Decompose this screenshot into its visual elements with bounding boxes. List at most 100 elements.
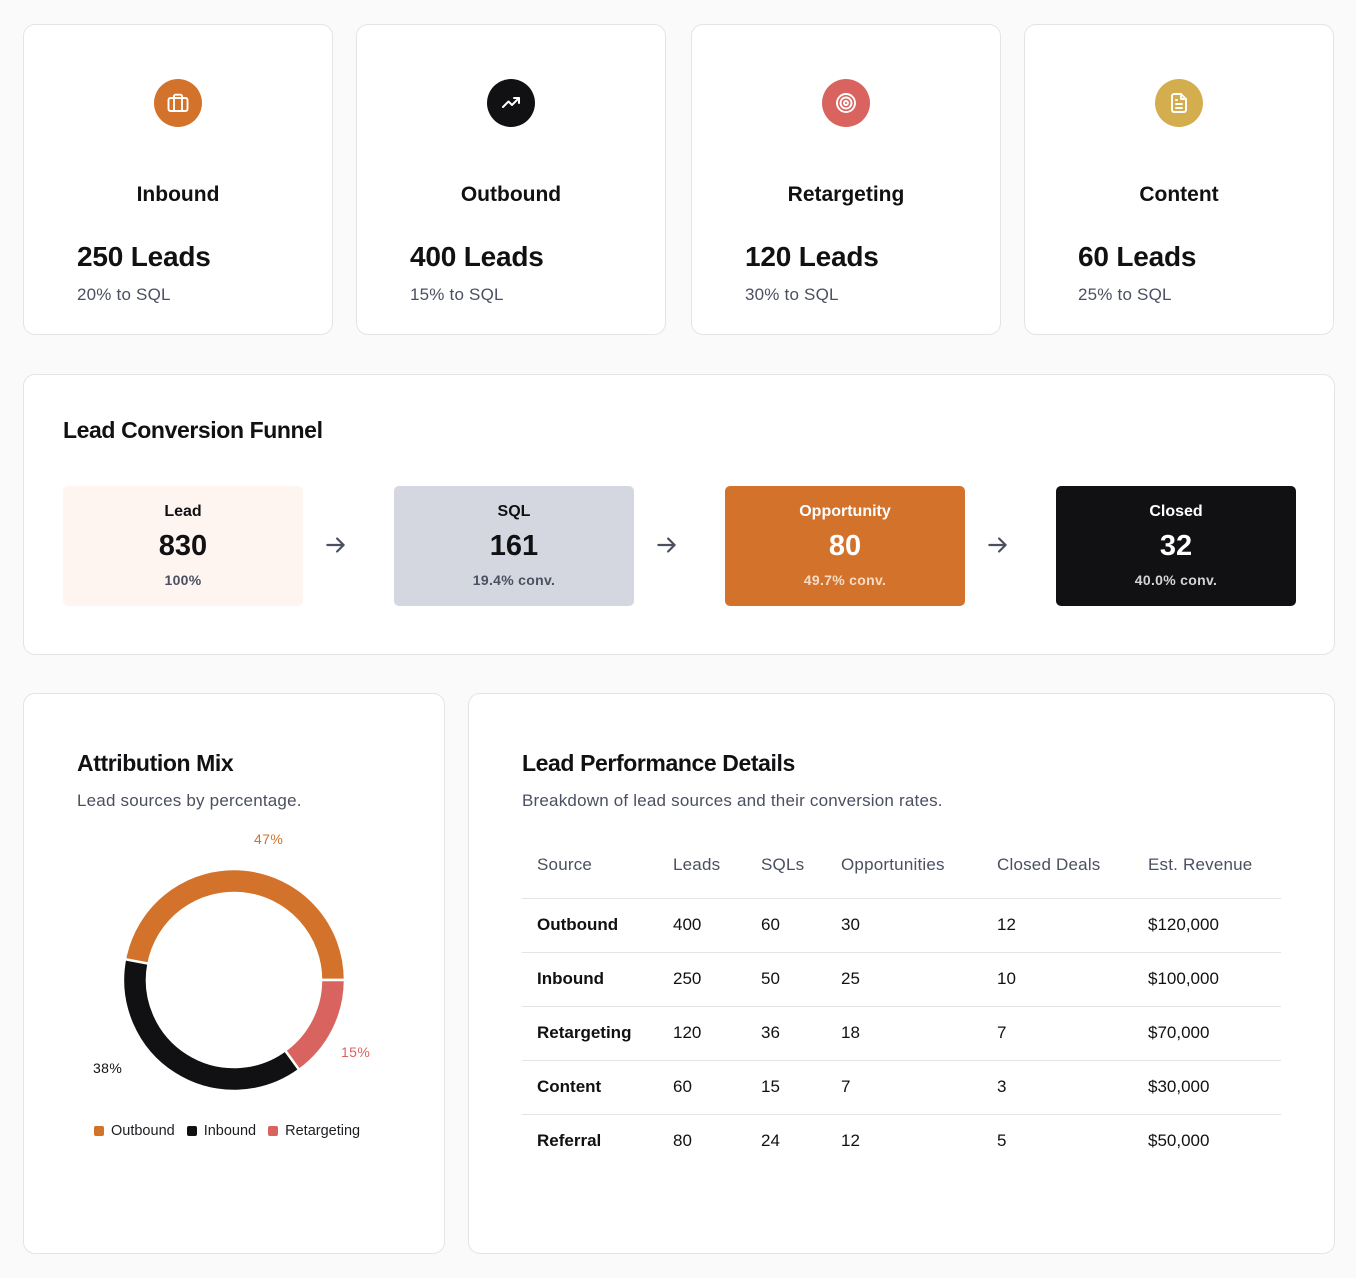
stat-sub: 15% to SQL (410, 285, 504, 304)
pct-label-retargeting: 15% (341, 1044, 371, 1060)
cell-sqls: 36 (746, 1006, 826, 1061)
stat-card-content: Content 60 Leads 25% to SQL (1024, 24, 1334, 335)
document-icon (1155, 79, 1203, 127)
cell-closed-deals: 7 (982, 1006, 1133, 1061)
stage-rate: 40.0% conv. (1134, 572, 1218, 588)
chart-legend: Outbound Inbound Retargeting (94, 1123, 372, 1139)
column-header: Leads (658, 832, 746, 899)
table-header-row: Source Leads SQLs Opportunities Closed D… (522, 832, 1281, 899)
table-row: Inbound 250 50 25 10 $100,000 (522, 952, 1281, 1007)
performance-card: Lead Performance Details Breakdown of le… (468, 693, 1335, 1254)
cell-leads: 80 (673, 1131, 692, 1151)
cell-sqls: 24 (761, 1131, 780, 1151)
column-header: Opportunities (826, 832, 982, 899)
performance-title: Lead Performance Details (522, 750, 795, 776)
stat-title: Content (1139, 183, 1219, 206)
performance-table: Source Leads SQLs Opportunities Closed D… (522, 832, 1281, 1168)
cell-leads: 400 (658, 898, 746, 953)
stat-value: 250 Leads (77, 241, 211, 272)
cell-opportunities: 18 (826, 1006, 982, 1061)
cell-leads: 60 (658, 1060, 746, 1115)
cell-opportunities: 12 (841, 1131, 860, 1151)
donut-slice-inbound[interactable] (121, 957, 301, 1093)
cell-revenue: $100,000 (1133, 952, 1281, 1007)
cell-sqls: 50 (746, 952, 826, 1007)
arrow-right-icon (326, 537, 345, 553)
table-row: Retargeting 120 36 18 7 $70,000 (522, 1006, 1281, 1061)
funnel-title: Lead Conversion Funnel (63, 417, 323, 443)
table-row: Referral 80 24 12 5 $50,000 (522, 1114, 1281, 1168)
briefcase-icon (154, 79, 202, 127)
cell-closed-deals: 3 (982, 1060, 1133, 1115)
pct-label-inbound: 38% (93, 1060, 123, 1076)
stat-title: Outbound (460, 183, 562, 206)
funnel-card: Lead Conversion Funnel Lead 830 100% SQL… (23, 374, 1335, 655)
cell-revenue: $120,000 (1133, 898, 1281, 953)
table-row: Outbound 400 60 30 12 $120,000 (522, 898, 1281, 953)
stage-rate: 19.4% conv. (472, 572, 556, 588)
legend-item-retargeting[interactable]: Retargeting (268, 1123, 360, 1139)
performance-subtitle: Breakdown of lead sources and their conv… (522, 791, 943, 810)
cell-source: Referral (537, 1131, 602, 1151)
attribution-donut-chart (121, 867, 347, 1093)
cell-sqls: 15 (746, 1060, 826, 1115)
stat-value: 60 Leads (1078, 241, 1197, 272)
stage-value: 830 (158, 530, 208, 562)
funnel-stage-closed: Closed 32 40.0% conv. (1056, 486, 1296, 606)
cell-revenue: $50,000 (1148, 1131, 1210, 1151)
stat-sub: 30% to SQL (745, 285, 839, 304)
cell-leads: 250 (658, 952, 746, 1007)
stat-value: 400 Leads (410, 241, 544, 272)
cell-closed-deals: 12 (982, 898, 1133, 953)
cell-opportunities: 30 (826, 898, 982, 953)
table-row: Content 60 15 7 3 $30,000 (522, 1060, 1281, 1115)
donut-slice-outbound[interactable] (123, 867, 347, 982)
cell-source: Retargeting (522, 1006, 658, 1061)
column-header: Closed Deals (982, 832, 1133, 899)
cell-opportunities: 25 (826, 952, 982, 1007)
cell-opportunities: 7 (826, 1060, 982, 1115)
target-icon (822, 79, 870, 127)
legend-label: Retargeting (285, 1123, 361, 1139)
stat-card-inbound: Inbound 250 Leads 20% to SQL (23, 24, 333, 335)
stat-sub: 20% to SQL (77, 285, 171, 304)
attribution-subtitle: Lead sources by percentage. (77, 791, 302, 810)
stat-title: Inbound (136, 183, 220, 206)
stage-rate: 100% (164, 572, 202, 588)
stage-value: 80 (828, 530, 862, 562)
cell-revenue: $70,000 (1133, 1006, 1281, 1061)
legend-swatch (186, 1126, 197, 1136)
legend-item-inbound[interactable]: Inbound (186, 1123, 257, 1139)
stage-value: 32 (1159, 530, 1193, 562)
stage-rate: 49.7% conv. (803, 572, 887, 588)
legend-item-outbound[interactable]: Outbound (94, 1123, 175, 1139)
cell-closed-deals: 5 (997, 1131, 1007, 1151)
stage-label: SQL (497, 503, 531, 520)
funnel-stage-lead: Lead 830 100% (63, 486, 303, 606)
pct-label-outbound: 47% (254, 831, 284, 847)
cell-source: Inbound (522, 952, 658, 1007)
stat-sub: 25% to SQL (1078, 285, 1172, 304)
stat-card-retargeting: Retargeting 120 Leads 30% to SQL (691, 24, 1001, 335)
cell-source: Content (522, 1060, 658, 1115)
cell-closed-deals: 10 (982, 952, 1133, 1007)
column-header: Source (522, 832, 658, 899)
cell-leads: 120 (658, 1006, 746, 1061)
attribution-card: Attribution Mix Lead sources by percenta… (23, 693, 445, 1254)
cell-source: Outbound (522, 898, 658, 953)
funnel-stage-opportunity: Opportunity 80 49.7% conv. (725, 486, 965, 606)
trending-up-icon (487, 79, 535, 127)
arrow-right-icon (657, 537, 676, 553)
stage-label: Lead (164, 503, 202, 520)
legend-label: Inbound (203, 1123, 257, 1139)
stage-label: Opportunity (799, 503, 891, 520)
column-header: Est. Revenue (1133, 832, 1281, 899)
stage-label: Closed (1149, 503, 1203, 520)
arrow-right-icon (988, 537, 1007, 553)
legend-label: Outbound (111, 1123, 175, 1139)
funnel-stage-sql: SQL 161 19.4% conv. (394, 486, 634, 606)
donut-slice-retargeting[interactable] (283, 978, 347, 1072)
stage-value: 161 (489, 530, 539, 562)
stat-title: Retargeting (787, 183, 905, 206)
legend-swatch (268, 1126, 279, 1136)
